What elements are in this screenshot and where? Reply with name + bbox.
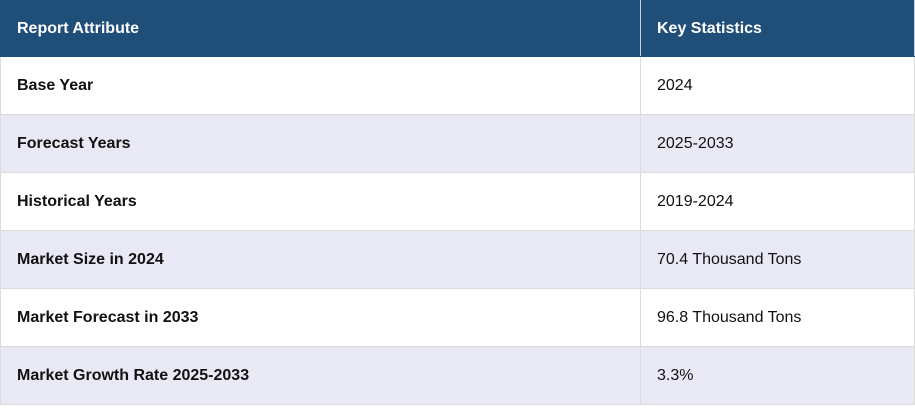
statistic-cell: 3.3% (640, 346, 915, 405)
table-row: Market Size in 2024 70.4 Thousand Tons (0, 230, 915, 289)
table-row: Market Growth Rate 2025-2033 3.3% (0, 346, 915, 405)
header-row: Report Attribute Key Statistics (0, 0, 915, 57)
statistic-cell: 2025-2033 (640, 114, 915, 173)
statistic-cell: 2024 (640, 56, 915, 115)
table-row: Forecast Years 2025-2033 (0, 114, 915, 173)
attribute-cell: Market Size in 2024 (0, 230, 641, 289)
table-body: Base Year 2024 Forecast Years 2025-2033 Hist… (0, 56, 915, 405)
attribute-cell: Base Year (0, 56, 641, 115)
table-row: Market Forecast in 2033 96.8 Thousand Ton… (0, 288, 915, 347)
attribute-cell: Market Growth Rate 2025-2033 (0, 346, 641, 405)
table-row: Base Year 2024 (0, 56, 915, 115)
table-row: Historical Years 2019-2024 (0, 172, 915, 231)
statistic-cell: 96.8 Thousand Tons (640, 288, 915, 347)
attribute-cell: Market Forecast in 2033 (0, 288, 641, 347)
statistic-cell: 70.4 Thousand Tons (640, 230, 915, 289)
attribute-cell: Forecast Years (0, 114, 641, 173)
statistic-cell: 2019-2024 (640, 172, 915, 231)
header-cell: Report Attribute (0, 0, 641, 57)
table-header: Report Attribute Key Statistics (0, 0, 915, 57)
header-cell: Key Statistics (640, 0, 915, 57)
attribute-cell: Historical Years (0, 172, 641, 231)
